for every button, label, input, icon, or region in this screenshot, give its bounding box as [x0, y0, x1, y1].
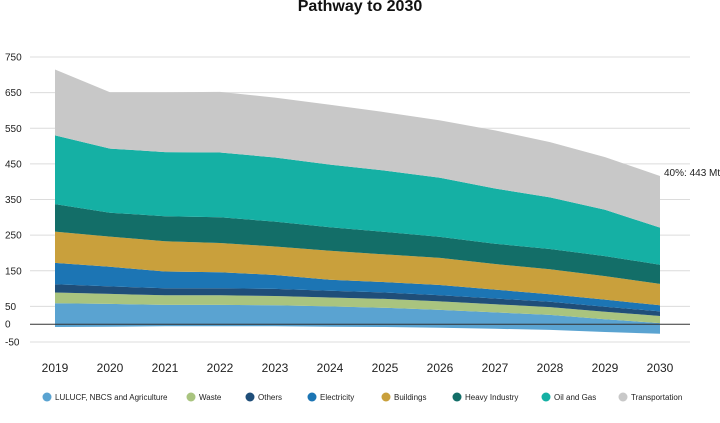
area-series-transportation — [55, 69, 660, 228]
area-series-lulucf-nbcs-and-agriculture — [55, 303, 660, 334]
area-series-buildings — [55, 231, 660, 306]
y-tick-label: 0 — [5, 320, 11, 331]
x-tick-label: 2028 — [537, 361, 564, 375]
x-tick-label: 2020 — [97, 361, 124, 375]
legend-swatch — [381, 392, 391, 402]
x-tick-label: 2027 — [482, 361, 509, 375]
legend: LULUCF, NBCS and Agriculture Waste Others E… — [42, 392, 682, 402]
y-tick-label: 550 — [5, 124, 22, 135]
x-tick-label: 2026 — [427, 361, 454, 375]
x-tick-label: 2021 — [152, 361, 179, 375]
legend-label: Others — [258, 393, 282, 402]
legend-label: Electricity — [320, 393, 354, 402]
y-tick-label: 650 — [5, 88, 22, 99]
area-layer — [55, 69, 660, 334]
area-series-electricity — [55, 262, 660, 312]
area-series-others — [55, 284, 660, 316]
legend-swatch — [186, 392, 196, 402]
x-tick-label: 2025 — [372, 361, 399, 375]
legend-swatch — [307, 392, 317, 402]
x-tick-label: 2024 — [317, 361, 344, 375]
area-series-oil-and-gas — [55, 135, 660, 265]
legend-label: Transportation — [631, 393, 682, 402]
y-tick-label: 50 — [5, 302, 17, 313]
x-tick-label: 2023 — [262, 361, 289, 375]
x-tick-label: 2030 — [647, 361, 674, 375]
legend-swatch — [452, 392, 462, 402]
legend-label: LULUCF, NBCS and Agriculture — [55, 393, 168, 402]
x-tick-label: 2022 — [207, 361, 234, 375]
legend-swatch — [541, 392, 551, 402]
y-tick-label: 350 — [5, 195, 22, 206]
y-tick-label: 750 — [5, 53, 22, 64]
y-tick-label: 450 — [5, 159, 22, 170]
y-tick-label: 250 — [5, 231, 22, 242]
legend-label: Buildings — [394, 393, 426, 402]
legend-swatch — [42, 392, 52, 402]
legend-label: Heavy Industry — [465, 393, 518, 402]
legend-label: Oil and Gas — [554, 393, 596, 402]
chart-title: Pathway to 2030 — [297, 0, 423, 15]
legend-swatch — [245, 392, 255, 402]
y-tick-label: -50 — [5, 338, 20, 349]
y-tick-label: 150 — [5, 266, 22, 277]
legend-swatch — [618, 392, 628, 402]
x-tick-label: 2029 — [592, 361, 619, 375]
area-series-waste — [55, 292, 660, 324]
legend-label: Waste — [199, 393, 222, 402]
label-layer: -50 0 50 150 250 350 450 550 650 750 2019 2020 2021 2… — [5, 53, 720, 376]
x-tick-label: 2019 — [42, 361, 69, 375]
annotation-2030-target: 40%: 443 Mt — [664, 168, 720, 179]
area-series-heavy-industry — [55, 204, 660, 284]
